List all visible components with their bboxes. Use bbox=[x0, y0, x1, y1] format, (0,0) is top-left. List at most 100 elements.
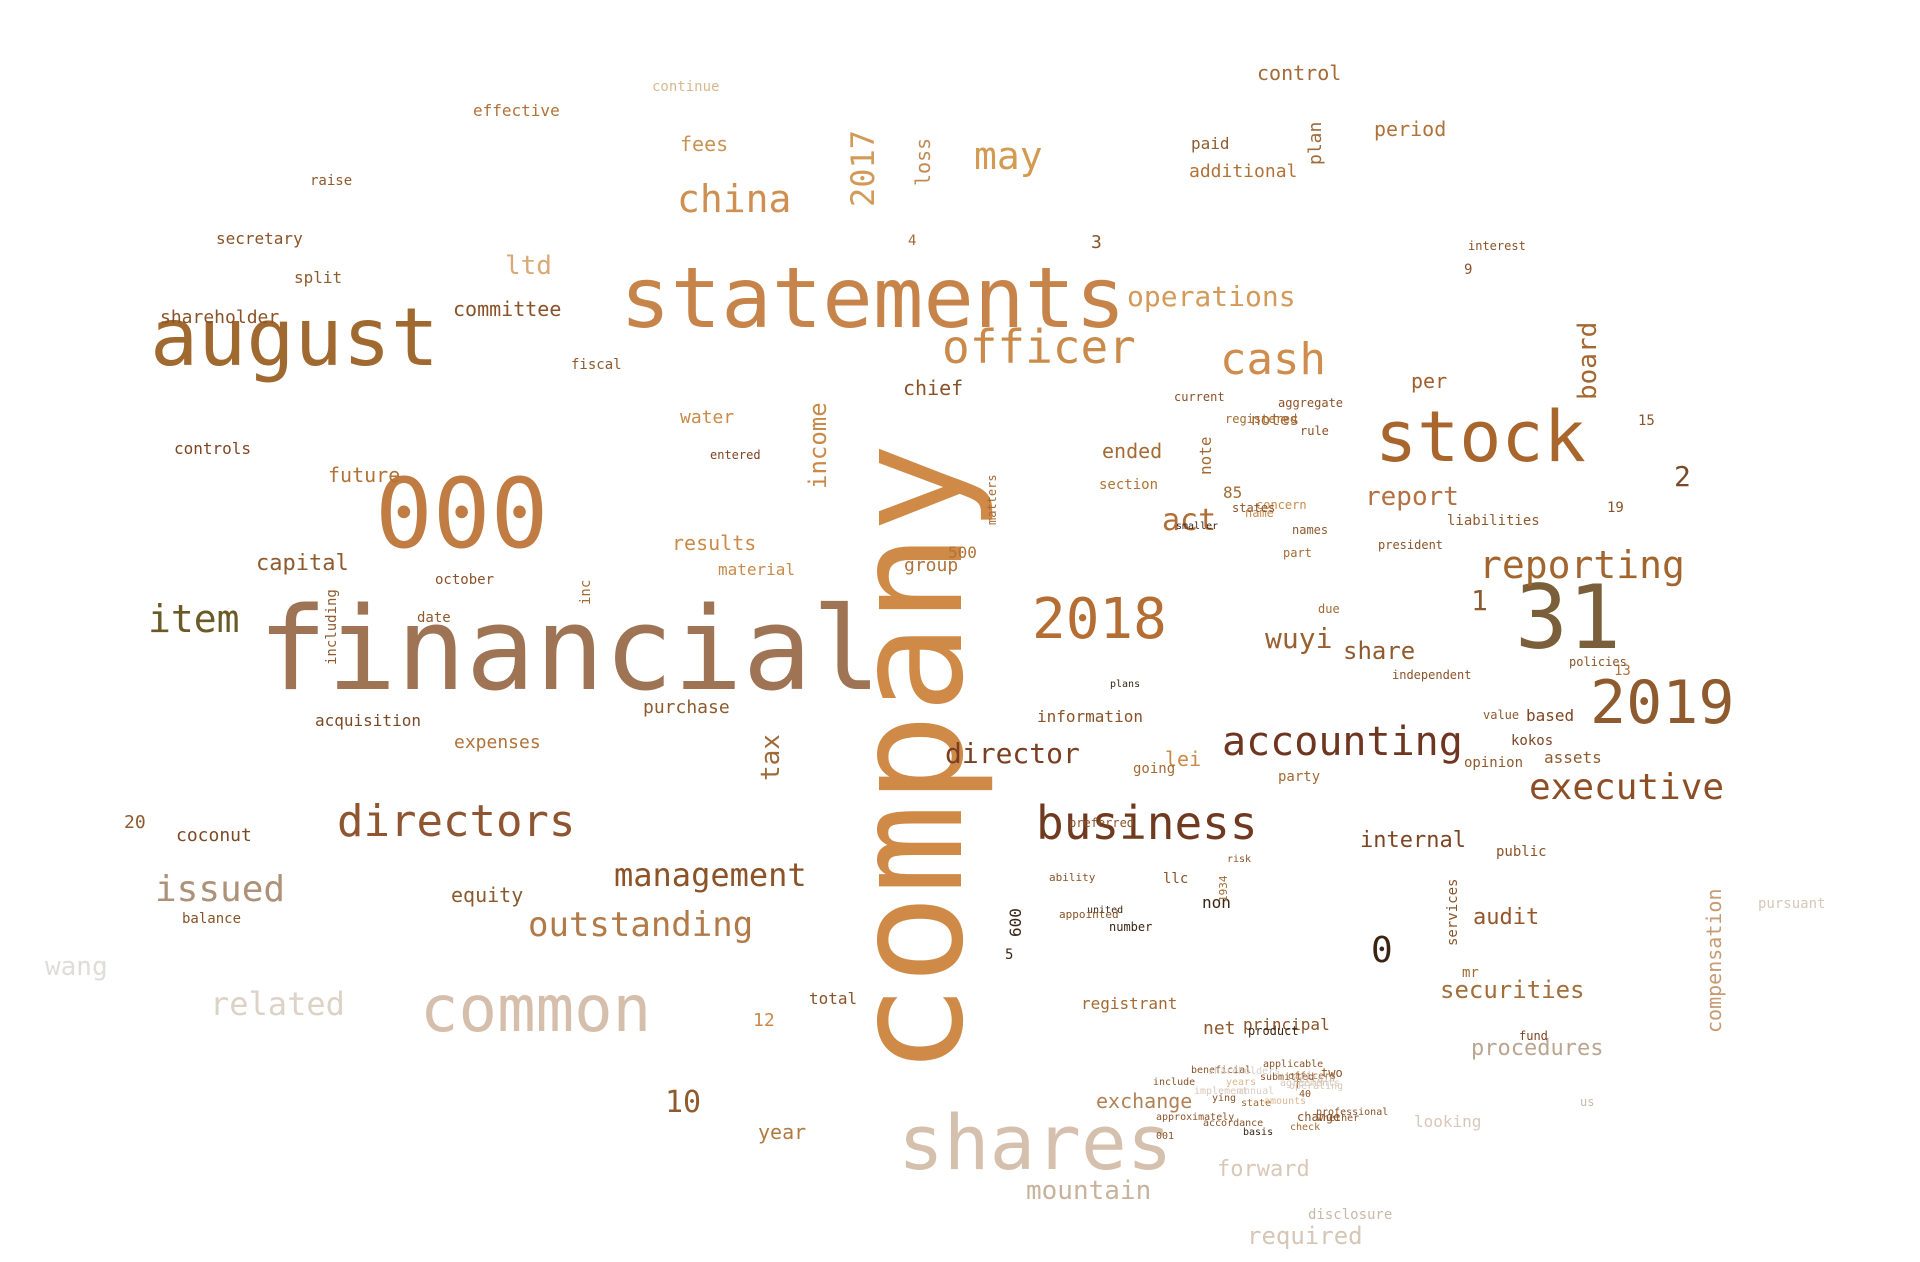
word-group: group bbox=[904, 555, 959, 576]
word-act: act bbox=[1162, 503, 1217, 538]
word-operations: operations bbox=[1127, 280, 1296, 313]
word-2019: 2019 bbox=[1590, 668, 1735, 738]
word-interest: interest bbox=[1468, 239, 1526, 253]
word-plan: plan bbox=[1305, 121, 1326, 165]
word-financial: financial bbox=[258, 583, 882, 717]
word-future: future bbox=[328, 463, 401, 487]
word-secretary: secretary bbox=[216, 229, 303, 248]
word-1934: 1934 bbox=[1217, 875, 1230, 903]
word-policies: policies bbox=[1569, 655, 1627, 669]
word-capital: capital bbox=[256, 551, 349, 576]
word-year: year bbox=[758, 1120, 807, 1144]
word-current: current bbox=[1174, 390, 1225, 404]
word-business: business bbox=[1036, 796, 1258, 850]
word-coconut: coconut bbox=[176, 825, 252, 846]
word-001: 001 bbox=[1156, 1131, 1175, 1142]
word-amounts: amounts bbox=[1264, 1096, 1307, 1107]
word-date: date bbox=[417, 610, 451, 626]
word-independent: independent bbox=[1392, 668, 1472, 682]
word-20: 20 bbox=[124, 812, 146, 833]
word-public: public bbox=[1496, 844, 1547, 860]
word-item: item bbox=[148, 597, 240, 641]
word-fund: fund bbox=[1519, 1029, 1548, 1043]
word-committee: committee bbox=[453, 297, 562, 321]
word-income: income bbox=[804, 402, 832, 489]
word-wang: wang bbox=[45, 952, 108, 982]
word-outstanding: outstanding bbox=[528, 905, 754, 945]
word-services: services bbox=[1445, 878, 1461, 946]
word-smaller: smaller bbox=[1176, 521, 1219, 532]
word-85: 85 bbox=[1223, 483, 1243, 502]
word-implement: implement bbox=[1194, 1086, 1249, 1097]
word-names: names bbox=[1292, 523, 1329, 537]
word-19: 19 bbox=[1607, 500, 1624, 516]
word-wuyi: wuyi bbox=[1265, 622, 1333, 655]
word-3: 3 bbox=[1091, 232, 1102, 253]
word-beneficial: beneficial bbox=[1191, 1065, 1252, 1076]
word-f: f bbox=[1294, 1077, 1302, 1091]
word-non: non bbox=[1202, 893, 1231, 912]
word-party: party bbox=[1278, 769, 1321, 785]
word-number: number bbox=[1109, 920, 1153, 934]
word-fees: fees bbox=[680, 132, 729, 156]
word-matters: matters bbox=[985, 474, 999, 525]
word-value: value bbox=[1483, 708, 1520, 722]
word-10: 10 bbox=[665, 1085, 702, 1120]
word-material: material bbox=[718, 560, 796, 579]
word-period: period bbox=[1374, 117, 1447, 141]
word-may: may bbox=[974, 134, 1043, 178]
word-loss: loss bbox=[911, 137, 935, 186]
word-chief: chief bbox=[903, 376, 964, 400]
word-related: related bbox=[210, 985, 345, 1023]
word-including: including bbox=[324, 589, 340, 665]
word-state: state bbox=[1241, 1098, 1272, 1109]
word-internal: internal bbox=[1360, 828, 1466, 853]
word-required: required bbox=[1247, 1222, 1363, 1250]
word-40: 40 bbox=[1299, 1089, 1312, 1100]
word-notes: notes bbox=[1251, 410, 1300, 429]
word-controls: controls bbox=[174, 439, 252, 458]
word-mountain: mountain bbox=[1026, 1176, 1152, 1206]
word-1: 1 bbox=[1471, 584, 1488, 617]
word-october: october bbox=[435, 572, 495, 588]
word-lei: lei bbox=[1165, 747, 1202, 771]
word-5: 5 bbox=[1005, 947, 1014, 963]
word-change: change bbox=[1297, 1110, 1341, 1124]
word-tax: tax bbox=[756, 734, 786, 781]
word-stock: stock bbox=[1375, 396, 1586, 478]
word-plans: plans bbox=[1110, 679, 1141, 690]
word-annual: annual bbox=[1238, 1086, 1275, 1097]
word-kokos: kokos bbox=[1511, 733, 1554, 749]
word-500: 500 bbox=[948, 543, 977, 562]
word-common: common bbox=[420, 973, 652, 1047]
word-control: control bbox=[1257, 61, 1342, 85]
word-board: board bbox=[1573, 321, 1603, 400]
word-paid: paid bbox=[1191, 134, 1230, 153]
word-applicable: applicable bbox=[1263, 1059, 1324, 1070]
word-states: states bbox=[1232, 501, 1276, 515]
word-management: management bbox=[614, 856, 807, 894]
word-section: section bbox=[1099, 477, 1159, 493]
word-basis: basis bbox=[1243, 1127, 1274, 1138]
word-product: product bbox=[1248, 1024, 1299, 1038]
word-united: united bbox=[1087, 905, 1124, 916]
word-going: going bbox=[1133, 761, 1176, 777]
word-based: based bbox=[1526, 706, 1575, 725]
word-rule: rule bbox=[1300, 424, 1329, 438]
word-continue: continue bbox=[652, 79, 720, 95]
word-2018: 2018 bbox=[1032, 587, 1167, 652]
word-two: two bbox=[1321, 1066, 1343, 1080]
word-mr: mr bbox=[1462, 965, 1479, 981]
word-fiscal: fiscal bbox=[571, 357, 622, 373]
word-include: include bbox=[1153, 1077, 1196, 1088]
word-report: report bbox=[1365, 482, 1459, 512]
word-net: net bbox=[1203, 1018, 1236, 1039]
word-results: results bbox=[672, 531, 757, 555]
word-9: 9 bbox=[1464, 262, 1473, 278]
word-equity: equity bbox=[451, 883, 524, 907]
word-preferred: preferred bbox=[1069, 816, 1135, 830]
word-risk: risk bbox=[1227, 854, 1252, 865]
word-assets: assets bbox=[1544, 748, 1602, 767]
word-china: china bbox=[677, 177, 792, 221]
